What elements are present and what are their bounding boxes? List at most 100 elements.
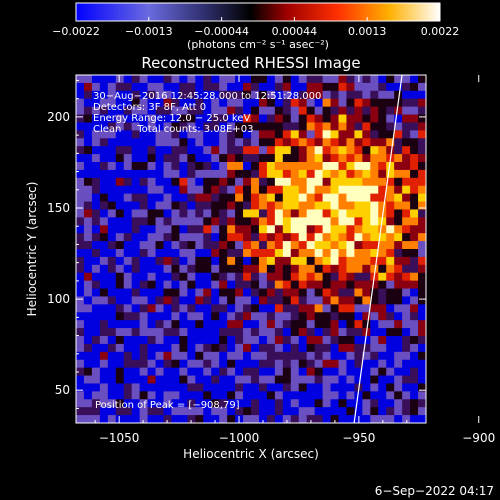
- heatmap-cell: [131, 209, 141, 218]
- heatmap-cell: [251, 264, 260, 274]
- heatmap-cell: [410, 296, 419, 305]
- heatmap-cell: [346, 288, 355, 298]
- heatmap-cell: [179, 98, 188, 108]
- heatmap-cell: [290, 209, 300, 218]
- heatmap-cell: [211, 336, 220, 345]
- heatmap-cell: [235, 256, 244, 266]
- heatmap-cell: [115, 343, 125, 353]
- heatmap-cell: [163, 217, 173, 226]
- heatmap-cell: [314, 407, 324, 416]
- y-tick-label: 50: [55, 383, 70, 397]
- heatmap-cell: [362, 225, 371, 234]
- heatmap-cell: [274, 415, 284, 423]
- heatmap-cell: [83, 264, 93, 274]
- heatmap-cell: [155, 304, 165, 313]
- heatmap-cell: [290, 106, 300, 116]
- heatmap-cell: [370, 359, 379, 369]
- heatmap-cell: [354, 193, 363, 203]
- heatmap-cell: [211, 146, 220, 155]
- heatmap-cell: [386, 225, 395, 234]
- heatmap-cell: [203, 177, 212, 187]
- heatmap-cell: [131, 241, 141, 250]
- heatmap-cell: [115, 359, 125, 369]
- heatmap-cell: [179, 375, 188, 385]
- heatmap-cell: [402, 343, 411, 353]
- heatmap-cell: [402, 169, 411, 179]
- heatmap-cell: [330, 249, 340, 258]
- heatmap-cell: [346, 154, 355, 163]
- heatmap-cell: [290, 217, 300, 226]
- heatmap-cell: [251, 130, 260, 139]
- heatmap-cell: [290, 162, 300, 171]
- heatmap-cell: [235, 296, 244, 305]
- heatmap-cell: [99, 343, 109, 353]
- heatmap-cell: [195, 415, 204, 423]
- heatmap-cell: [266, 256, 276, 266]
- heatmap-cell: [306, 146, 316, 155]
- heatmap-cell: [290, 280, 300, 290]
- heatmap-cell: [362, 407, 371, 416]
- heatmap-cell: [370, 264, 379, 274]
- heatmap-cell: [155, 391, 165, 400]
- heatmap-cell: [306, 217, 316, 226]
- heatmap-cell: [163, 415, 173, 423]
- heatmap-cell: [91, 193, 101, 203]
- heatmap-cell: [418, 336, 426, 345]
- heatmap-cell: [282, 177, 292, 187]
- heatmap-cell: [298, 201, 308, 211]
- heatmap-cell: [418, 201, 426, 211]
- heatmap-cell: [76, 304, 85, 313]
- heatmap-cell: [410, 209, 419, 218]
- heatmap-cell: [123, 391, 133, 400]
- heatmap-cell: [195, 391, 204, 400]
- heatmap-cell: [402, 336, 411, 345]
- heatmap-cell: [211, 407, 220, 416]
- heatmap-cell: [211, 264, 220, 274]
- heatmap-cell: [338, 209, 348, 218]
- heatmap-cell: [354, 209, 363, 218]
- heatmap-cell: [378, 114, 387, 124]
- heatmap-cell: [131, 304, 141, 313]
- heatmap-cell: [219, 209, 228, 218]
- heatmap-cell: [227, 391, 236, 400]
- heatmap-cell: [235, 312, 244, 321]
- heatmap-cell: [274, 185, 284, 195]
- heatmap-cell: [115, 193, 125, 203]
- heatmap-cell: [330, 367, 340, 377]
- heatmap-cell: [147, 375, 157, 385]
- heatmap-cell: [235, 367, 244, 377]
- heatmap-cell: [258, 217, 268, 226]
- heatmap-cell: [258, 264, 268, 274]
- heatmap-cell: [99, 146, 109, 155]
- heatmap-cell: [195, 336, 204, 345]
- heatmap-cell: [338, 264, 348, 274]
- heatmap-cell: [251, 98, 260, 108]
- heatmap-cell: [187, 98, 196, 108]
- heatmap-cell: [274, 130, 284, 139]
- heatmap-cell: [99, 264, 109, 274]
- heatmap-cell: [219, 343, 228, 353]
- heatmap-cell: [354, 82, 363, 92]
- heatmap-cell: [99, 154, 109, 163]
- heatmap-cell: [306, 114, 316, 124]
- heatmap-cell: [83, 383, 93, 392]
- heatmap-cell: [243, 296, 252, 305]
- heatmap-cell: [282, 415, 292, 423]
- heatmap-cell: [171, 138, 180, 147]
- heatmap-cell: [235, 130, 244, 139]
- heatmap-cell: [346, 383, 355, 392]
- heatmap-cell: [235, 359, 244, 369]
- heatmap-cell: [330, 106, 340, 116]
- heatmap-cell: [163, 185, 173, 195]
- heatmap-cell: [354, 280, 363, 290]
- heatmap-cell: [370, 169, 379, 179]
- heatmap-cell: [306, 201, 316, 211]
- heatmap-cell: [163, 328, 173, 337]
- heatmap-cell: [147, 146, 157, 155]
- x-tick-label: −1050: [99, 431, 140, 445]
- heatmap-cell: [147, 82, 157, 92]
- heatmap-cell: [362, 320, 371, 329]
- heatmap-cell: [346, 75, 355, 84]
- heatmap-cell: [378, 98, 387, 108]
- heatmap-cell: [251, 201, 260, 211]
